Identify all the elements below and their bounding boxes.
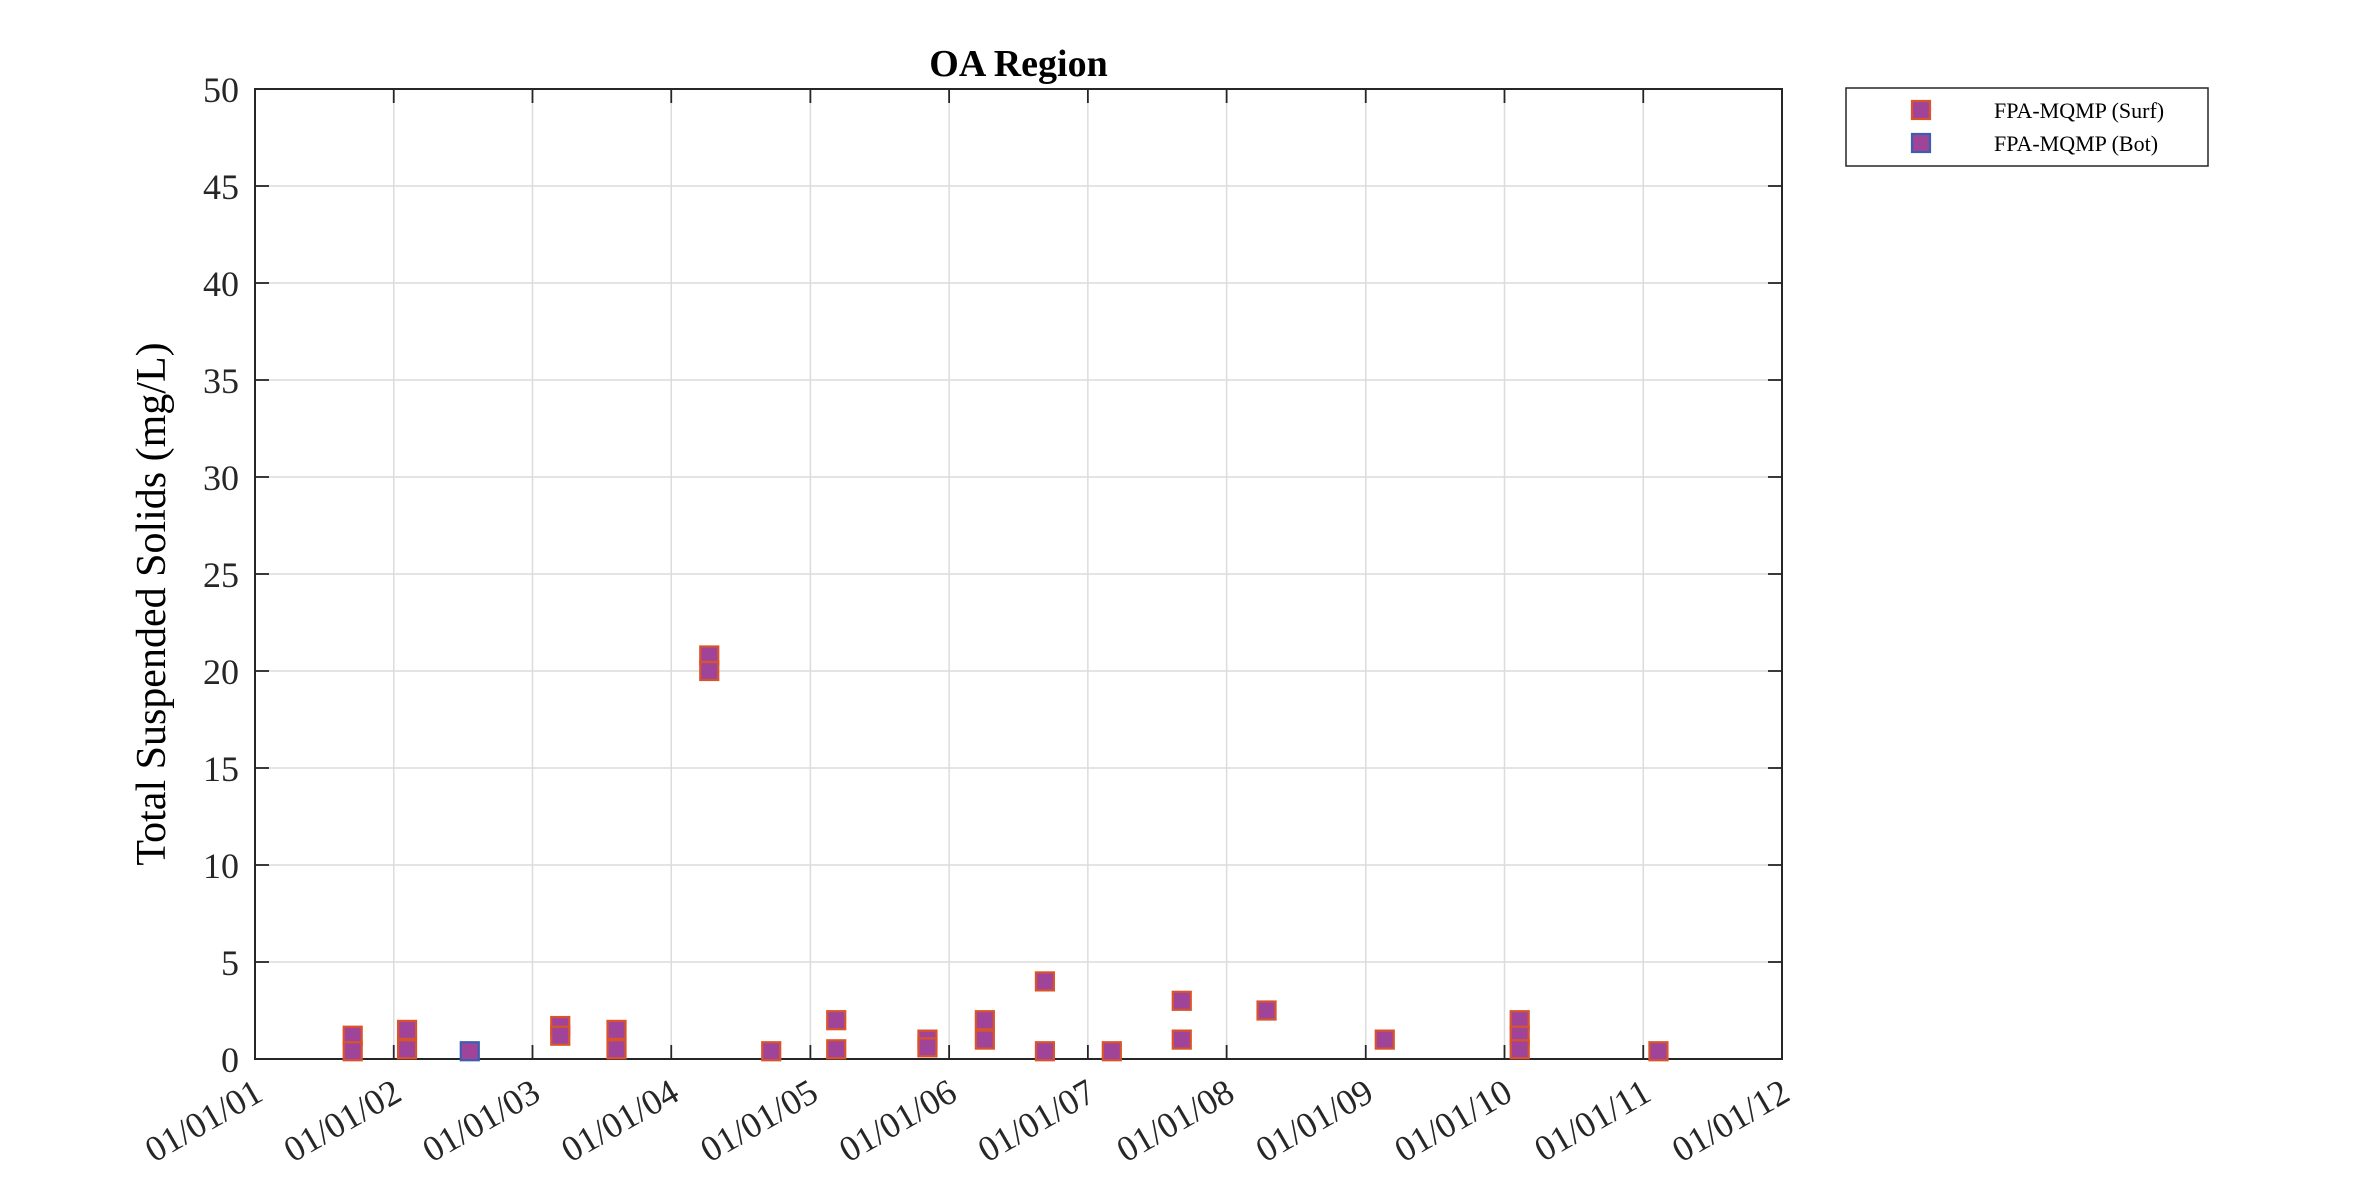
y-tick-label: 25 (203, 555, 239, 595)
data-point-surf (1171, 1029, 1192, 1050)
data-point-surf (761, 1041, 782, 1062)
data-point-surf (1034, 1041, 1056, 1062)
grid (255, 89, 1782, 1059)
y-tick-label: 45 (203, 167, 239, 207)
data-point-surf (974, 1010, 995, 1031)
legend-label-surf: FPA-MQMP (Surf) (1994, 98, 2164, 123)
x-tick-label: 01/01/02 (277, 1071, 408, 1170)
legend: FPA-MQMP (Surf) FPA-MQMP (Bot) (1845, 87, 2209, 167)
y-tick-label: 0 (221, 1040, 239, 1080)
y-tick-label: 10 (203, 846, 239, 886)
y-axis-label: Total Suspended Solids (mg/L) (129, 342, 175, 865)
x-tick-label: 01/01/06 (832, 1071, 963, 1170)
x-tick-label: 01/01/08 (1110, 1071, 1241, 1170)
x-tick-label: 01/01/03 (416, 1071, 547, 1170)
data-point-surf (396, 1039, 418, 1060)
data-point-surf (550, 1025, 571, 1046)
data-point-surf (1509, 1039, 1530, 1060)
data-point-bot (459, 1041, 480, 1062)
x-tick-label: 01/01/01 (138, 1071, 269, 1170)
y-tick-label: 40 (203, 264, 239, 304)
data-point-surf (396, 1019, 418, 1041)
data-point-surf (606, 1039, 627, 1060)
x-tick-label: 01/01/05 (694, 1071, 825, 1170)
y-tick-labels: 0 5 10 15 20 25 30 35 40 45 50 (203, 70, 239, 1080)
y-tick-label: 35 (203, 361, 239, 401)
chart-title: OA Region (929, 43, 1107, 85)
x-tick-label: 01/01/12 (1665, 1071, 1796, 1170)
x-tick-label: 01/01/10 (1388, 1071, 1519, 1170)
data-point-surf (699, 660, 720, 682)
x-tick-label: 01/01/09 (1249, 1071, 1380, 1170)
legend-marker-bot (1910, 132, 1932, 154)
data-point-surf (606, 1019, 627, 1041)
data-point-surf (342, 1041, 363, 1062)
axis-ticks (254, 88, 1783, 1060)
legend-box (1845, 87, 2209, 167)
data-point-surf (826, 1039, 847, 1060)
y-tick-label: 50 (203, 70, 239, 110)
y-tick-label: 15 (203, 749, 239, 789)
y-tick-label: 20 (203, 652, 239, 692)
data-point-surf (1171, 990, 1192, 1011)
y-tick-label: 30 (203, 458, 239, 498)
data-point-surf (917, 1037, 938, 1058)
legend-marker-surf (1910, 99, 1932, 121)
data-point-surf (1256, 1000, 1277, 1021)
data-point-surf (974, 1029, 995, 1050)
data-marks (342, 645, 1669, 1062)
y-tick-label: 5 (221, 943, 239, 983)
legend-label-bot: FPA-MQMP (Bot) (1994, 131, 2158, 156)
x-tick-label: 01/01/07 (971, 1071, 1102, 1170)
data-point-surf (826, 1010, 847, 1031)
data-point-surf (1648, 1041, 1669, 1062)
x-tick-label: 01/01/04 (554, 1071, 685, 1170)
data-point-surf (1034, 971, 1056, 992)
data-point-surf (1101, 1041, 1122, 1062)
x-tick-label: 01/01/11 (1528, 1071, 1658, 1169)
x-tick-labels: 01/01/01 01/01/02 01/01/03 01/01/04 01/01/05… (138, 1071, 1796, 1170)
data-point-surf (1374, 1029, 1395, 1050)
